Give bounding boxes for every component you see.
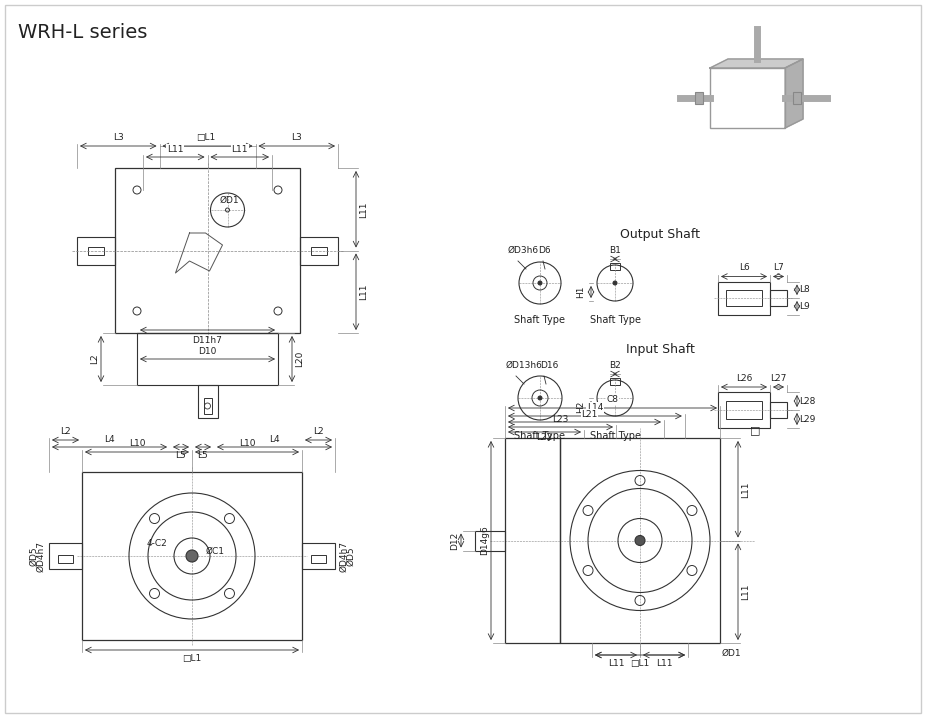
Text: ØD5: ØD5: [29, 546, 38, 566]
Bar: [505, 438, 560, 643]
Text: Shaft Type: Shaft Type: [515, 315, 566, 325]
Text: D10: D10: [198, 347, 217, 356]
Circle shape: [538, 396, 542, 400]
Text: ØD1: ØD1: [219, 196, 239, 205]
Text: L11: L11: [741, 584, 750, 600]
Circle shape: [186, 550, 198, 562]
Text: L5: L5: [176, 451, 186, 460]
Bar: [58, 555, 73, 563]
Bar: [560, 438, 720, 643]
Bar: [311, 555, 326, 563]
Text: L11: L11: [359, 284, 368, 300]
Text: L2: L2: [90, 354, 99, 364]
Bar: [77, 236, 115, 264]
Bar: [311, 246, 327, 254]
Text: Output Shaft: Output Shaft: [620, 228, 700, 241]
Text: ØD3h6: ØD3h6: [508, 246, 539, 255]
Text: ØC1: ØC1: [206, 546, 225, 556]
Text: L6: L6: [739, 264, 749, 273]
Text: D11h7: D11h7: [193, 336, 222, 345]
Text: L2: L2: [313, 427, 324, 436]
Bar: [718, 281, 770, 314]
Text: L22: L22: [536, 433, 553, 442]
Bar: [137, 333, 278, 385]
Text: L29: L29: [799, 414, 816, 424]
Circle shape: [613, 396, 617, 400]
Bar: [302, 543, 335, 569]
Text: D12: D12: [450, 531, 459, 549]
Bar: [88, 246, 104, 254]
Text: L14: L14: [587, 403, 603, 412]
Text: L4: L4: [105, 435, 115, 444]
Text: WRH-L series: WRH-L series: [18, 23, 147, 42]
Bar: [204, 398, 211, 414]
Bar: [115, 168, 300, 333]
Text: L11: L11: [167, 145, 183, 154]
Bar: [770, 290, 787, 306]
Text: L11: L11: [607, 659, 624, 668]
Bar: [726, 290, 762, 307]
Text: L4: L4: [269, 435, 280, 444]
Bar: [82, 472, 302, 640]
Text: L20: L20: [295, 351, 304, 367]
Text: Shaft Type: Shaft Type: [590, 315, 641, 325]
Circle shape: [613, 281, 617, 285]
Text: □L1: □L1: [182, 654, 202, 663]
Text: L11: L11: [656, 659, 672, 668]
Text: L3: L3: [113, 133, 124, 142]
Text: L8: L8: [799, 285, 809, 294]
Bar: [300, 236, 338, 264]
Bar: [197, 385, 218, 418]
Bar: [695, 92, 703, 104]
Bar: [710, 68, 785, 128]
Text: L21: L21: [582, 410, 597, 419]
Text: B2: B2: [609, 361, 620, 370]
Text: ØD4h7: ØD4h7: [36, 541, 45, 572]
Text: □: □: [750, 425, 760, 435]
Text: L7: L7: [772, 264, 783, 273]
Text: ØD13h6: ØD13h6: [506, 361, 543, 370]
Text: L5: L5: [197, 451, 208, 460]
Text: ØD5: ØD5: [346, 546, 355, 566]
Text: ØD1: ØD1: [722, 649, 742, 658]
Bar: [726, 401, 762, 419]
Text: Input Shaft: Input Shaft: [626, 343, 694, 356]
Circle shape: [538, 281, 542, 285]
Text: D14g6: D14g6: [480, 526, 489, 556]
Text: Shaft Type: Shaft Type: [515, 431, 566, 441]
Text: 4-C2: 4-C2: [146, 539, 168, 549]
Bar: [793, 92, 801, 104]
Bar: [610, 263, 620, 270]
Text: L28: L28: [799, 396, 816, 406]
Text: B1: B1: [609, 246, 621, 255]
Text: L10: L10: [239, 439, 256, 448]
Text: D16: D16: [540, 361, 558, 370]
Text: L11: L11: [741, 481, 750, 498]
Text: L10: L10: [129, 439, 145, 448]
Circle shape: [635, 536, 645, 546]
Polygon shape: [785, 59, 803, 128]
Text: D6: D6: [538, 246, 551, 255]
Bar: [475, 531, 505, 551]
Text: ØD4h7: ØD4h7: [339, 541, 348, 572]
Text: Shaft Type: Shaft Type: [590, 431, 641, 441]
Text: L27: L27: [770, 374, 786, 383]
Bar: [770, 402, 787, 418]
Text: H1: H1: [576, 286, 585, 298]
Text: L2: L2: [60, 427, 70, 436]
Text: L26: L26: [736, 374, 752, 383]
Bar: [49, 543, 82, 569]
Bar: [718, 392, 770, 428]
Text: L11: L11: [359, 201, 368, 218]
Text: L11: L11: [232, 145, 248, 154]
Text: L9: L9: [799, 302, 809, 311]
Bar: [610, 378, 620, 385]
Text: L3: L3: [292, 133, 302, 142]
Text: □L1: □L1: [196, 133, 215, 142]
Text: □L1: □L1: [631, 659, 650, 668]
Text: H2: H2: [576, 401, 585, 413]
Text: C8: C8: [607, 395, 619, 404]
Polygon shape: [710, 59, 803, 68]
Text: L23: L23: [552, 415, 569, 424]
